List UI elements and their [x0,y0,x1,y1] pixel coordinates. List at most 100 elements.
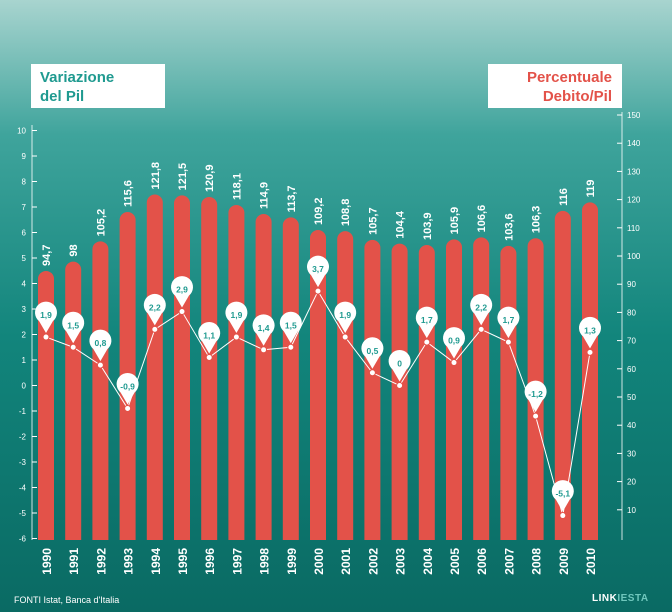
year-label: 2000 [312,548,326,575]
gdp-point [586,348,594,356]
gdp-point [287,343,295,351]
debt-value-label: 121,8 [150,162,162,190]
year-label: 2007 [502,548,516,575]
debt-value-label: 121,5 [177,163,189,191]
pil-legend-line1: Variazione [40,69,115,86]
pil-legend-box: Variazione del Pil [31,64,165,108]
year-label: 1997 [230,548,244,575]
right-tick-label: 10 [627,506,636,515]
debt-bar [364,239,381,540]
gdp-value-label: 1,4 [258,323,270,333]
year-label: 2010 [584,548,598,575]
year-label: 2004 [421,548,435,575]
gdp-value-label: 2,2 [149,302,161,312]
gdp-point [396,382,404,389]
year-label: 1990 [40,548,54,575]
gdp-value-label: 0 [397,359,402,369]
debt-bar [282,217,299,540]
right-tick-label: 30 [627,449,636,458]
debt-bar [65,261,82,540]
year-label: 1992 [94,548,108,575]
year-label: 2006 [475,548,489,575]
debt-value-label: 103,9 [422,212,434,240]
gdp-pin [388,350,411,382]
year-label: 2002 [366,548,380,575]
left-tick-label: -5 [19,509,27,518]
gdp-pin [415,306,438,339]
debt-bar [174,195,190,540]
left-tick-label: -2 [19,433,27,442]
right-tick-label: 100 [627,252,641,261]
left-tick-label: 5 [22,254,27,263]
debt-value-label: 106,6 [476,205,488,233]
debt-bar [500,245,517,540]
year-label: 2005 [448,548,462,575]
gdp-value-label: -0,9 [120,381,135,391]
gdp-point [532,412,540,420]
left-tick-label: 0 [22,382,27,391]
gdp-pin [198,321,221,354]
gdp-value-label: 2,2 [475,302,487,312]
debt-value-label: 109,2 [313,198,325,226]
debt-bar [473,237,490,540]
left-tick-label: 4 [22,280,27,289]
right-tick-label: 20 [627,478,636,487]
gdp-value-label: 1,9 [40,310,52,320]
debt-value-label: 120,9 [204,165,216,193]
gdp-pin [170,276,193,308]
gdp-value-label: 3,7 [312,264,324,274]
year-label: 1998 [258,548,272,575]
year-label: 1996 [203,548,217,575]
left-tick-label: 6 [22,229,27,238]
gdp-point [96,361,104,369]
left-tick-label: 7 [22,203,27,212]
debt-value-label: 108,8 [340,199,352,227]
gdp-point [42,333,50,341]
gdp-value-label: 0,5 [366,346,378,356]
gdp-value-label: 1,7 [421,315,433,325]
gdp-pin [116,372,139,405]
right-tick-label: 130 [627,167,641,176]
gdp-point [368,369,376,377]
gdp-point [205,353,213,361]
year-label: 2001 [339,548,353,575]
brand-logo: LINKIESTA [592,593,649,604]
gdp-pin [551,480,574,512]
right-tick-label: 80 [627,308,636,317]
gdp-point [124,404,132,412]
gdp-value-label: -5,1 [555,489,570,499]
debt-value-label: 105,2 [95,209,107,237]
debt-bar [201,197,218,540]
debt-value-label: 105,7 [367,207,379,235]
source-note: FONTI Istat, Banca d'Italia [14,595,120,605]
year-label: 1995 [176,548,190,575]
gdp-pin [524,380,547,413]
debt-value-label: 115,6 [123,180,135,207]
year-label: 2009 [557,548,571,575]
left-tick-label: -6 [19,535,27,544]
right-tick-label: 140 [627,139,641,148]
gdp-value-label: 1,7 [502,315,514,325]
gdp-point [450,359,458,367]
gdp-value-label: 1,5 [285,320,297,330]
gdp-point [423,338,431,346]
gdp-pin [279,311,302,344]
gdp-point [260,346,268,354]
debt-value-label: 105,9 [449,207,461,235]
debt-bar [418,245,435,540]
left-tick-label: 2 [22,331,27,340]
gdp-pin [579,316,601,349]
gdp-point [151,325,159,333]
year-label: 1991 [67,548,81,575]
gdp-value-label: 2,9 [176,285,188,295]
gdp-point [178,308,186,316]
debt-value-label: 94,7 [41,245,53,266]
debt-bar [337,231,354,540]
left-tick-label: 9 [22,152,27,161]
left-tick-label: -1 [19,407,27,416]
debt-value-label: 106,3 [531,206,543,234]
year-label: 1999 [285,548,299,575]
debt-value-label: 98 [68,244,80,256]
gdp-pin [334,301,357,334]
